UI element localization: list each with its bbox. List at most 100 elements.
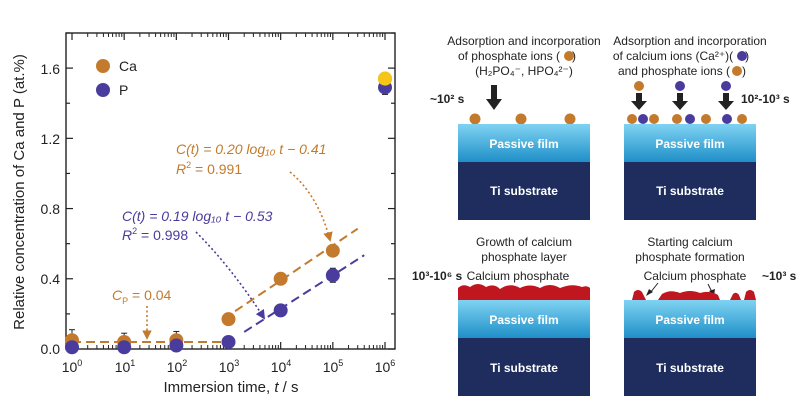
ti-substrate-layer	[458, 338, 590, 396]
data-point-p	[221, 334, 236, 349]
data-point-p	[117, 340, 132, 355]
panel-calcium-phosphate-formation: Starting calcium phosphate formation Cal…	[624, 235, 797, 396]
y-tick-label: 1.2	[41, 131, 61, 147]
adsorbed-phosphate	[515, 113, 527, 125]
y-tick-label: 1.6	[41, 61, 61, 77]
adsorbed-p	[638, 114, 648, 124]
P-fit-line	[243, 254, 365, 333]
schematic: Adsorption and incorporation of phosphat…	[412, 34, 797, 396]
panel-bl-title-line2: phosphate layer	[481, 250, 566, 264]
cp-annotation: CP = 0.04	[112, 287, 172, 306]
ti-substrate-label: Ti substrate	[490, 184, 558, 198]
panel-tl-time: ~10² s	[430, 92, 465, 106]
panel-br-title-line2: phosphate formation	[635, 250, 744, 264]
data-point-ca	[221, 312, 236, 327]
ti-substrate-layer	[624, 338, 756, 396]
panel-tl-title-line3: (H₂PO₄⁻, HPO₄²⁻)	[475, 64, 573, 78]
calcium-phosphate-island	[632, 290, 646, 300]
calcium-phosphate-label: Calcium phosphate	[644, 269, 747, 283]
panel-tl-title-line1: Adsorption and incorporation	[447, 34, 600, 48]
chart: 100 101 102 103 104 105 106 0.0 0.4 0.8 …	[11, 32, 396, 396]
calcium-ion-marker	[737, 51, 747, 61]
adsorbed-phosphate	[469, 113, 481, 125]
ti-substrate-layer	[624, 162, 756, 220]
data-point-p	[273, 303, 288, 318]
axis-ticks	[66, 32, 395, 350]
passive-film-layer	[458, 300, 590, 338]
data-point-ca	[325, 243, 340, 258]
ti-substrate-label: Ti substrate	[656, 361, 724, 375]
x-tick-label: 106	[375, 358, 396, 375]
passive-film-label: Passive film	[489, 137, 558, 151]
adsorbed-ca	[737, 114, 747, 124]
legend-marker-ca	[96, 59, 110, 73]
panel-br-time: ~10³ s	[762, 269, 797, 283]
ti-substrate-label: Ti substrate	[656, 184, 724, 198]
Ca-fit-line	[222, 227, 359, 320]
adsorbed-p	[685, 114, 695, 124]
p-fit-equation: C(t) = 0.19 log₁₀ t − 0.53	[122, 208, 273, 224]
panel-phosphate-adsorption: Adsorption and incorporation of phosphat…	[430, 34, 601, 220]
data-point-p	[325, 268, 340, 283]
p-annotation-arrow	[195, 231, 266, 320]
fit-lines	[72, 227, 365, 343]
calcium-phosphate-island	[658, 291, 720, 300]
passive-film-label: Passive film	[655, 137, 724, 151]
phosphate-ion-marker	[564, 51, 574, 61]
x-tick-label: 102	[167, 358, 188, 375]
calcium-phosphate-island	[744, 290, 756, 300]
data-points	[65, 71, 392, 355]
legend-label-p: P	[119, 82, 128, 98]
incoming-p-ion	[675, 81, 685, 91]
ca-fit-r2: R2 = 0.991	[176, 160, 242, 177]
x-tick-label: 100	[62, 358, 83, 375]
adsorbed-ca	[701, 114, 711, 124]
ca-fit-equation: C(t) = 0.20 log₁₀ t − 0.41	[176, 141, 326, 157]
adsorbed-ca	[627, 114, 637, 124]
calcium-phosphate-layer	[458, 284, 590, 300]
y-tick-label: 0.0	[41, 341, 61, 357]
panel-tr-time: 10²-10³ s	[741, 92, 790, 106]
panel-tr-title-line1: Adsorption and incorporation	[613, 34, 766, 48]
data-point-highlight	[378, 71, 392, 86]
x-tick-label: 101	[115, 358, 136, 375]
adsorbed-ca	[672, 114, 682, 124]
y-tick-labels: 0.0 0.4 0.8 1.2 1.6	[41, 61, 61, 357]
panel-tr-title-line2: of calcium ions (Ca²⁺)()	[613, 49, 749, 63]
ti-substrate-label: Ti substrate	[490, 361, 558, 375]
passive-film-layer	[458, 124, 590, 162]
panel-bl-time: 10³-10⁶ s	[412, 269, 463, 283]
adsorbed-ca	[649, 114, 659, 124]
panel-tl-title-line2: of phosphate ions ()	[458, 49, 576, 63]
pointer-arrow-icon	[646, 289, 653, 296]
panel-bl-title-line1: Growth of calcium	[476, 235, 572, 249]
x-tick-label: 103	[219, 358, 240, 375]
phosphate-ion-marker	[732, 66, 742, 76]
y-tick-label: 0.4	[41, 271, 61, 287]
down-arrow-icon	[631, 93, 647, 110]
legend-marker-p	[96, 83, 110, 97]
passive-film-label: Passive film	[655, 313, 724, 327]
calcium-phosphate-island	[730, 292, 741, 300]
passive-film-layer	[624, 300, 756, 338]
panel-calcium-phosphate-adsorption: Adsorption and incorporation of calcium …	[613, 34, 790, 220]
x-tick-label: 104	[271, 358, 292, 375]
incoming-ca-ion	[634, 81, 644, 91]
data-point-ca	[273, 271, 288, 286]
adsorbed-phosphate	[564, 113, 576, 125]
y-axis-label: Relative concentration of Ca and P (at.%…	[11, 54, 28, 330]
incoming-p-ion	[721, 81, 731, 91]
plot-frame	[65, 32, 396, 350]
p-fit-r2: R2 = 0.998	[122, 226, 188, 243]
legend-label-ca: Ca	[119, 58, 137, 74]
calcium-phosphate-label: Calcium phosphate	[467, 269, 570, 283]
panel-tr-title-line3: and phosphate ions ()	[618, 64, 746, 78]
down-arrow-icon	[718, 93, 734, 110]
down-arrow-icon	[486, 85, 502, 110]
legend: Ca P	[96, 58, 137, 98]
ti-substrate-layer	[458, 162, 590, 220]
x-tick-labels: 100 101 102 103 104 105 106	[62, 358, 396, 375]
ca-annotation-arrow	[289, 171, 333, 242]
data-point-p	[65, 340, 79, 355]
